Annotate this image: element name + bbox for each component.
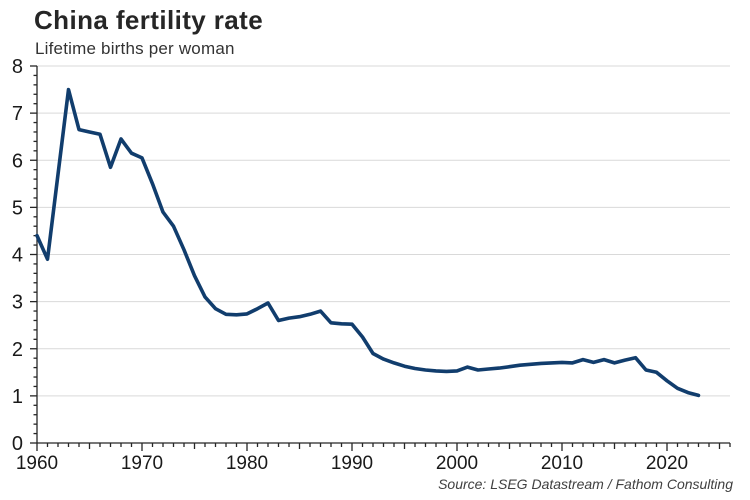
svg-text:2000: 2000 <box>436 453 478 474</box>
svg-text:4: 4 <box>12 245 23 267</box>
svg-text:1: 1 <box>12 386 23 408</box>
svg-text:7: 7 <box>12 103 23 125</box>
svg-text:2: 2 <box>12 339 23 361</box>
svg-text:1960: 1960 <box>16 453 58 474</box>
source-note: Source: LSEG Datastream / Fathom Consult… <box>438 476 733 492</box>
svg-text:5: 5 <box>12 197 23 219</box>
axes <box>30 65 731 451</box>
svg-text:1990: 1990 <box>331 453 373 474</box>
svg-text:0: 0 <box>12 433 23 455</box>
chart-subtitle: Lifetime births per woman <box>35 39 235 58</box>
x-axis-labels: 1960 1970 1980 1990 2000 2010 2020 <box>16 453 688 474</box>
svg-text:1970: 1970 <box>121 453 163 474</box>
svg-text:8: 8 <box>12 56 23 78</box>
y-axis-labels: 0 1 2 3 4 5 6 7 8 <box>12 56 23 455</box>
svg-text:2020: 2020 <box>646 453 688 474</box>
svg-text:2010: 2010 <box>541 453 583 474</box>
svg-text:1980: 1980 <box>226 453 268 474</box>
svg-text:6: 6 <box>12 150 23 172</box>
fertility-rate-line <box>35 87 701 398</box>
gridlines <box>37 65 730 397</box>
page-title: China fertility rate <box>34 5 264 35</box>
svg-text:3: 3 <box>12 292 23 314</box>
